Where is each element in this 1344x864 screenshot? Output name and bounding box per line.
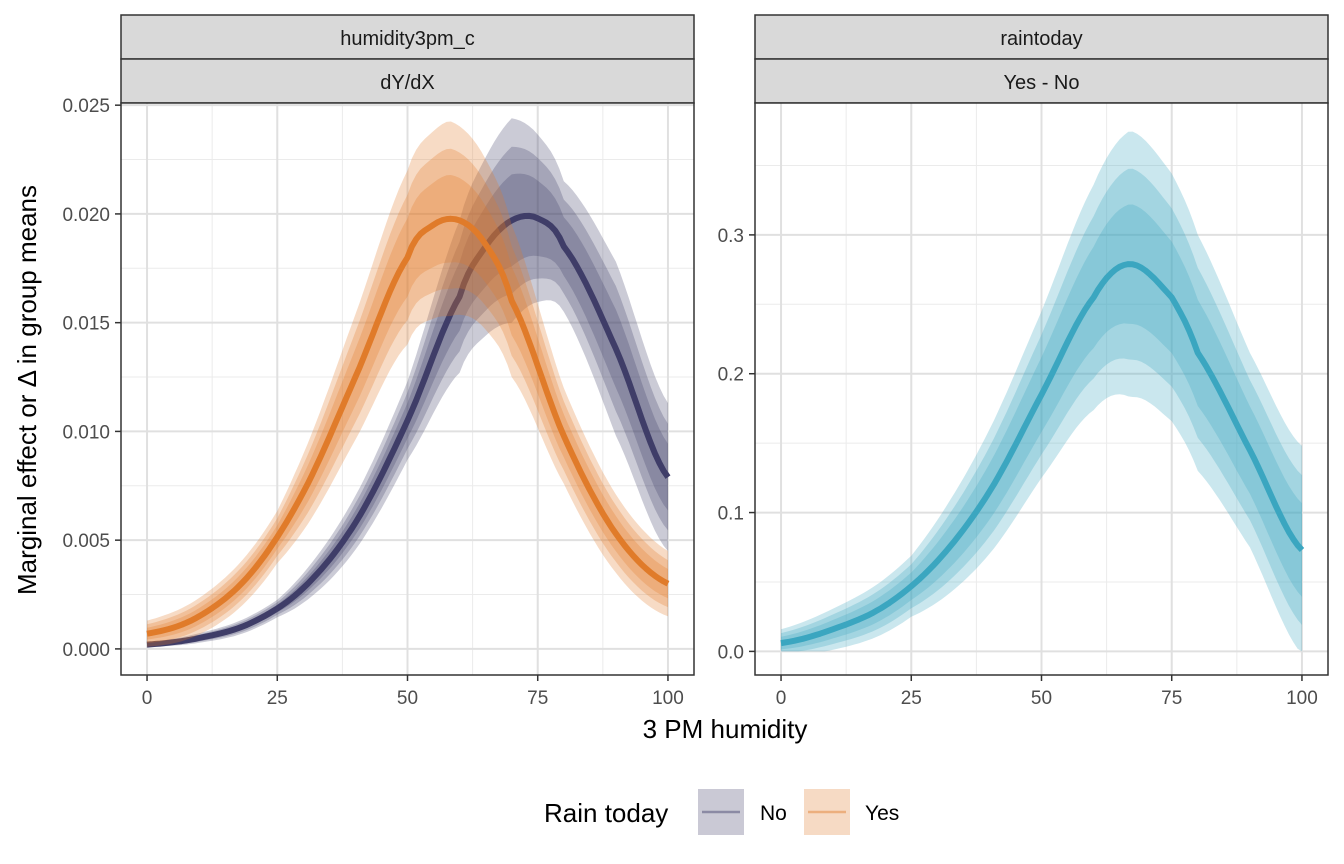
panel-2-strip-top bbox=[754, 14, 1329, 60]
series-difference-line bbox=[780, 261, 1305, 647]
series-difference-band-2 bbox=[781, 168, 1302, 652]
panel-1-strip-top-label: humidity3pm_c bbox=[340, 28, 475, 50]
x-tick-label: 50 bbox=[397, 688, 418, 709]
legend-title: Rain today bbox=[544, 798, 668, 828]
series-no-band-3 bbox=[147, 173, 668, 646]
y-tick-label: 0.020 bbox=[62, 205, 110, 226]
legend-key-yes bbox=[804, 789, 850, 835]
panel-2: raintoday Yes - No 0 25 50 75 100 0.0 0.1 0.2 0.3 bbox=[718, 14, 1329, 709]
y-tick-label: 0.005 bbox=[62, 531, 110, 552]
legend-label-no: No bbox=[760, 802, 787, 825]
y-tick-label: 0.010 bbox=[62, 422, 110, 443]
y-tick-label: 0.2 bbox=[718, 365, 744, 386]
panel-1-strip-top bbox=[120, 14, 695, 60]
x-tick-label: 25 bbox=[267, 688, 288, 709]
y-tick-label: 0.0 bbox=[718, 642, 744, 663]
x-tick-label: 0 bbox=[776, 688, 787, 709]
x-tick-label: 50 bbox=[1031, 688, 1052, 709]
y-tick-label: 0.3 bbox=[718, 226, 744, 247]
panel-1: humidity3pm_c dY/dX 0 25 50 75 100 0.000 0.005 0.… bbox=[62, 14, 695, 709]
series-difference-band-3 bbox=[781, 204, 1302, 650]
series-yes-line bbox=[146, 215, 670, 637]
y-axis-title: Marginal effect or Δ in group means bbox=[12, 185, 42, 595]
panels-layer: humidity3pm_c dY/dX 0 25 50 75 100 0.000 0.005 0.… bbox=[62, 14, 1329, 709]
x-tick-label: 75 bbox=[1161, 688, 1182, 709]
legend-key-no bbox=[698, 789, 744, 835]
panel-1-strip-bottom bbox=[120, 58, 695, 104]
series-no-line bbox=[146, 212, 671, 648]
panel-2-strip-bottom bbox=[754, 58, 1329, 104]
legend: Rain today No Yes bbox=[544, 789, 899, 835]
x-tick-label: 25 bbox=[901, 688, 922, 709]
x-tick-label: 100 bbox=[1286, 688, 1318, 709]
x-tick-label: 75 bbox=[527, 688, 548, 709]
y-tick-label: 0.015 bbox=[62, 314, 110, 335]
series-yes-band-3 bbox=[147, 175, 668, 640]
panel-1-strip-bottom-label: dY/dX bbox=[380, 72, 434, 94]
x-axis-title: 3 PM humidity bbox=[643, 714, 808, 744]
x-tick-label: 100 bbox=[652, 688, 684, 709]
y-tick-label: 0.025 bbox=[62, 96, 110, 117]
series-yes-band-1 bbox=[147, 121, 668, 647]
series-no-band-2 bbox=[147, 146, 668, 647]
y-tick-label: 0.000 bbox=[62, 640, 110, 661]
x-tick-label: 0 bbox=[142, 688, 153, 709]
y-tick-label: 0.1 bbox=[718, 504, 744, 525]
legend-label-yes: Yes bbox=[865, 802, 899, 825]
panel-2-strip-bottom-label: Yes - No bbox=[1004, 72, 1080, 94]
panel-2-strip-top-label: raintoday bbox=[1000, 28, 1082, 50]
series-yes-band-2 bbox=[147, 148, 668, 644]
series-no-band-1 bbox=[147, 118, 668, 647]
